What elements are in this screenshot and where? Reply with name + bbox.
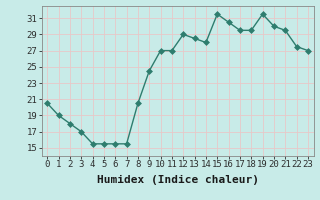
X-axis label: Humidex (Indice chaleur): Humidex (Indice chaleur): [97, 175, 259, 185]
